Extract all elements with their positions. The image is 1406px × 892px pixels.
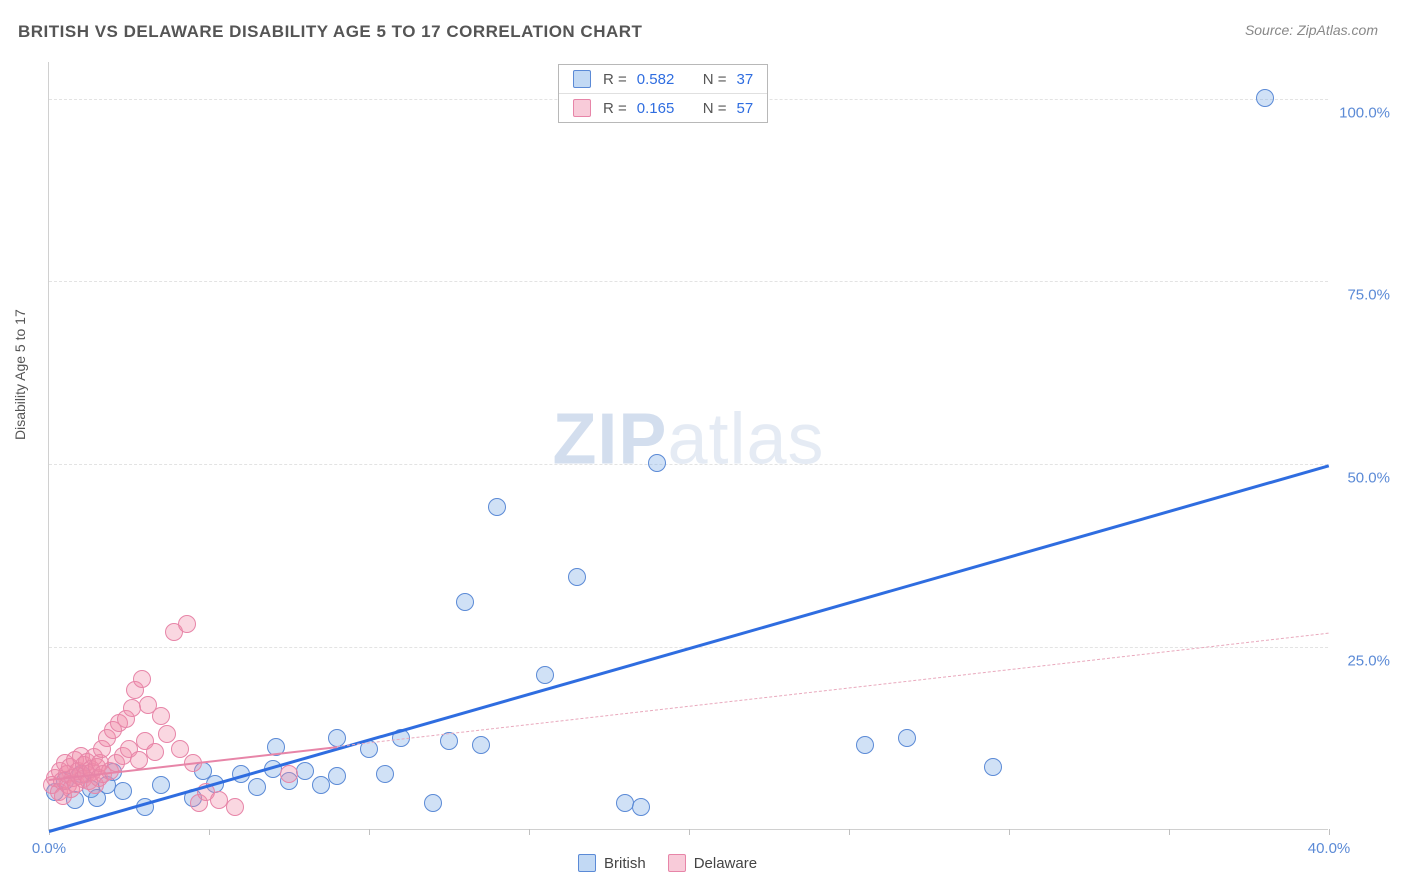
data-point bbox=[616, 794, 634, 812]
swatch-blue-icon bbox=[573, 70, 591, 88]
ytick-label: 75.0% bbox=[1347, 287, 1390, 304]
r-value-delaware: 0.165 bbox=[637, 100, 683, 117]
swatch-pink-icon bbox=[573, 99, 591, 117]
swatch-blue-icon bbox=[578, 854, 596, 872]
legend-item-delaware: Delaware bbox=[668, 854, 757, 872]
data-point bbox=[296, 762, 314, 780]
data-point bbox=[312, 776, 330, 794]
legend-label-british: British bbox=[604, 855, 646, 872]
n-label: N = bbox=[703, 100, 727, 117]
r-value-british: 0.582 bbox=[637, 71, 683, 88]
ytick-label: 100.0% bbox=[1339, 104, 1390, 121]
xtick-mark bbox=[1329, 829, 1330, 835]
xtick-mark bbox=[849, 829, 850, 835]
data-point bbox=[171, 740, 189, 758]
data-point bbox=[152, 707, 170, 725]
trend-line bbox=[49, 464, 1330, 833]
data-point bbox=[152, 776, 170, 794]
xtick-mark bbox=[369, 829, 370, 835]
xtick-mark bbox=[689, 829, 690, 835]
data-point bbox=[648, 454, 666, 472]
correlation-legend: R = 0.582 N = 37 R = 0.165 N = 57 bbox=[558, 64, 768, 123]
plot-area: ZIPatlas 25.0%50.0%75.0%100.0%0.0%40.0% bbox=[48, 62, 1328, 830]
legend-label-delaware: Delaware bbox=[694, 855, 757, 872]
xtick-mark bbox=[529, 829, 530, 835]
r-label: R = bbox=[603, 71, 627, 88]
n-label: N = bbox=[703, 71, 727, 88]
n-value-british: 37 bbox=[737, 71, 754, 88]
xtick-mark bbox=[209, 829, 210, 835]
data-point bbox=[984, 758, 1002, 776]
ytick-label: 25.0% bbox=[1347, 653, 1390, 670]
data-point bbox=[488, 498, 506, 516]
xtick-label-start: 0.0% bbox=[32, 840, 66, 857]
data-point bbox=[248, 778, 266, 796]
y-axis-label: Disability Age 5 to 17 bbox=[12, 309, 28, 440]
corr-row-british: R = 0.582 N = 37 bbox=[559, 65, 767, 94]
data-point bbox=[536, 666, 554, 684]
data-point bbox=[898, 729, 916, 747]
data-point bbox=[456, 593, 474, 611]
data-point bbox=[1256, 89, 1274, 107]
data-point bbox=[158, 725, 176, 743]
xtick-label-end: 40.0% bbox=[1308, 840, 1351, 857]
data-point bbox=[328, 729, 346, 747]
data-point bbox=[424, 794, 442, 812]
trend-line bbox=[337, 633, 1329, 747]
r-label: R = bbox=[603, 100, 627, 117]
source-attribution: Source: ZipAtlas.com bbox=[1245, 22, 1378, 38]
data-point bbox=[376, 765, 394, 783]
watermark-light: atlas bbox=[667, 399, 824, 479]
data-point bbox=[133, 670, 151, 688]
data-point bbox=[280, 765, 298, 783]
xtick-mark bbox=[1009, 829, 1010, 835]
data-point bbox=[632, 798, 650, 816]
n-value-delaware: 57 bbox=[737, 100, 754, 117]
gridline bbox=[49, 464, 1328, 465]
data-point bbox=[226, 798, 244, 816]
gridline bbox=[49, 281, 1328, 282]
corr-row-delaware: R = 0.165 N = 57 bbox=[559, 94, 767, 122]
series-legend: British Delaware bbox=[578, 854, 757, 872]
legend-item-british: British bbox=[578, 854, 646, 872]
data-point bbox=[114, 782, 132, 800]
data-point bbox=[328, 767, 346, 785]
data-point bbox=[472, 736, 490, 754]
chart-title: BRITISH VS DELAWARE DISABILITY AGE 5 TO … bbox=[18, 22, 642, 42]
xtick-mark bbox=[1169, 829, 1170, 835]
data-point bbox=[568, 568, 586, 586]
swatch-pink-icon bbox=[668, 854, 686, 872]
data-point bbox=[178, 615, 196, 633]
watermark: ZIPatlas bbox=[552, 398, 824, 480]
data-point bbox=[146, 743, 164, 761]
ytick-label: 50.0% bbox=[1347, 470, 1390, 487]
data-point bbox=[856, 736, 874, 754]
